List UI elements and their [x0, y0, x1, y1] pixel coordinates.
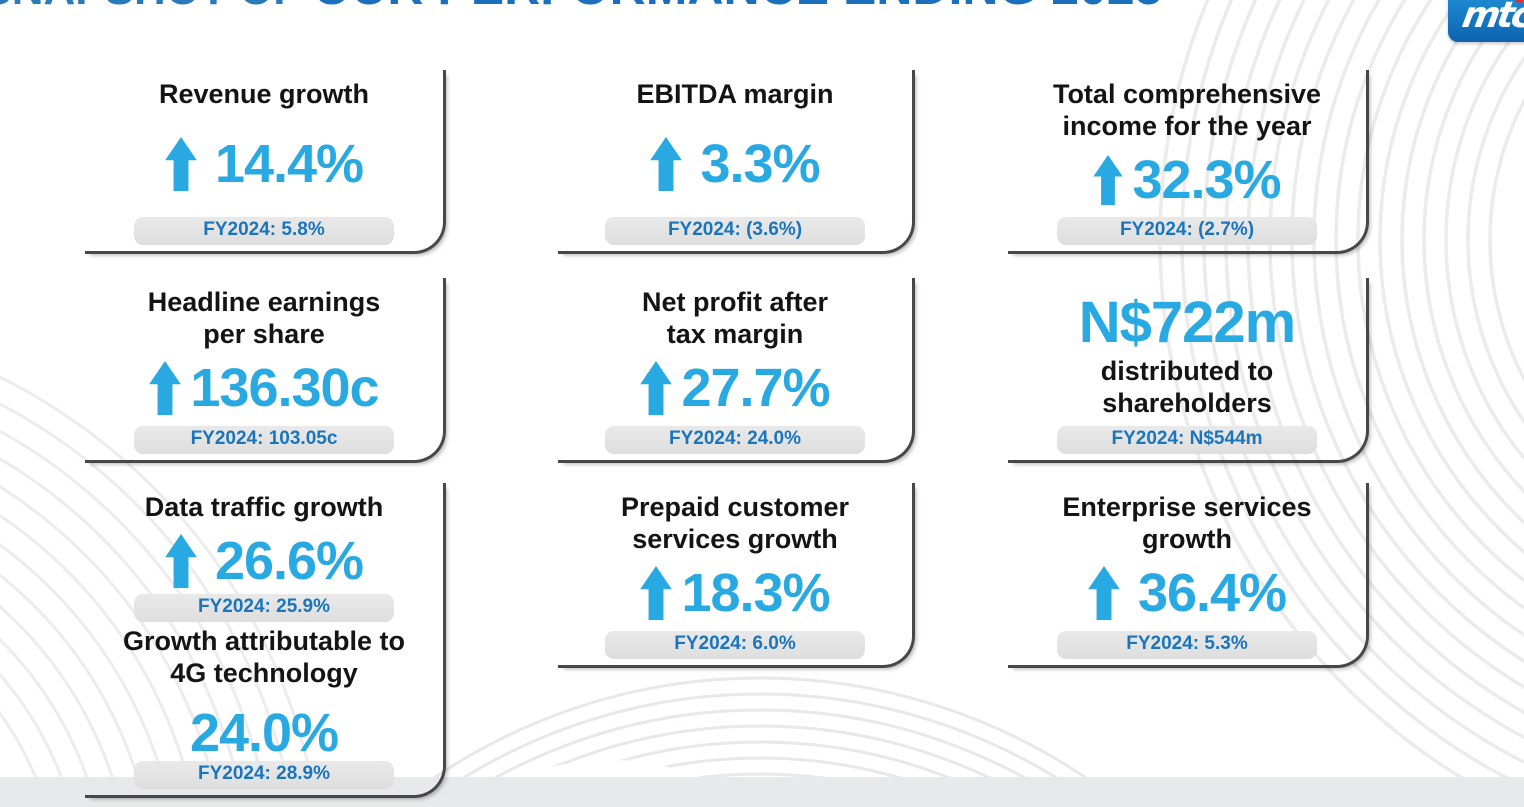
- up-arrow-icon: [650, 136, 683, 191]
- metric-value: 36.4%: [1137, 563, 1287, 624]
- card-enterprise-services-growth: Enterprise services growth 36.4% FY2024:…: [1008, 483, 1369, 668]
- prior-year-pill: FY2024: 24.0%: [605, 426, 865, 454]
- secondary-prior-year-pill: FY2024: 28.9%: [134, 761, 394, 789]
- metric-row: 18.3%: [640, 556, 831, 631]
- up-arrow-icon: [165, 136, 197, 191]
- card-title: Total comprehensive income for the year: [1052, 79, 1322, 141]
- prior-year-pill: FY2024: (2.7%): [1057, 217, 1317, 245]
- prior-year-pill: FY2024: 25.9%: [134, 593, 394, 622]
- up-arrow-icon: [640, 361, 673, 416]
- card-title: distributed to shareholders: [1100, 356, 1274, 418]
- prior-year-pill: FY2024: (3.6%): [605, 217, 865, 245]
- card-title: Enterprise services growth: [1062, 492, 1312, 554]
- up-arrow-icon: [1088, 566, 1120, 621]
- card-prepaid-customer-services-growth: Prepaid customer services growth 18.3% F…: [558, 483, 915, 668]
- metric-row: 27.7%: [640, 351, 831, 426]
- metric-value: 136.30c: [190, 358, 379, 419]
- mtc-logo-text: mtc: [1459, 0, 1524, 36]
- slide-title: A SNAPSHOT OF OUR PERFORMANCE ENDING 202…: [0, 0, 1163, 12]
- up-arrow-icon: [149, 361, 182, 416]
- mtc-logo-red-dot: [1515, 0, 1524, 3]
- secondary-metric-value: 24.0%: [189, 702, 339, 763]
- metric-row: 32.3%: [1093, 143, 1282, 217]
- card-data-traffic-growth: Data traffic growth 26.6% FY2024: 25.9% …: [85, 483, 446, 798]
- metric-value: 14.4%: [214, 133, 364, 194]
- metric-value: N$722m: [1078, 290, 1296, 355]
- metric-value: 26.6%: [214, 530, 364, 591]
- prior-year-pill: FY2024: 6.0%: [605, 631, 865, 659]
- card-title: EBITDA margin: [636, 79, 834, 109]
- card-total-comprehensive-income: Total comprehensive income for the year …: [1008, 70, 1369, 254]
- metric-row: 14.4%: [165, 111, 364, 217]
- metric-row: 36.4%: [1088, 556, 1287, 631]
- card-revenue-growth: Revenue growth 14.4% FY2024: 5.8%: [85, 70, 446, 254]
- metric-row: 3.3%: [650, 111, 821, 217]
- slide-title-main: OUR PERFORMANCE ENDING 2025: [312, 0, 1162, 15]
- metric-value: 18.3%: [681, 563, 830, 624]
- metric-value: 27.7%: [681, 358, 830, 419]
- up-arrow-icon: [1093, 154, 1124, 205]
- card-title: Prepaid customer services growth: [620, 492, 850, 554]
- card-ebitda-margin: EBITDA margin 3.3% FY2024: (3.6%): [558, 70, 915, 254]
- slide-title-prefix: A SNAPSHOT OF: [0, 0, 312, 14]
- card-title: Headline earnings per share: [147, 287, 381, 349]
- card-title: Net profit after tax margin: [641, 287, 828, 349]
- card-headline-earnings-per-share: Headline earnings per share 136.30c FY20…: [85, 278, 446, 463]
- metric-row: 26.6%: [165, 528, 364, 594]
- up-arrow-icon: [165, 533, 197, 588]
- card-title: Data traffic growth: [144, 492, 384, 522]
- metric-value: 32.3%: [1132, 149, 1281, 210]
- prior-year-pill: FY2024: 103.05c: [134, 426, 394, 454]
- prior-year-pill: FY2024: 5.3%: [1057, 631, 1317, 659]
- mtc-logo: mtc: [1448, 0, 1524, 42]
- card-title: Revenue growth: [158, 79, 370, 109]
- metric-value: 3.3%: [700, 133, 820, 194]
- prior-year-pill: FY2024: 5.8%: [134, 217, 394, 245]
- up-arrow-icon: [640, 566, 673, 621]
- secondary-metric-title: Growth attributable to 4G technology: [123, 625, 405, 688]
- prior-year-pill: FY2024: N$544m: [1057, 426, 1317, 454]
- card-net-profit-after-tax-margin: Net profit after tax margin 27.7% FY2024…: [558, 278, 915, 463]
- metric-row: 136.30c: [149, 351, 380, 426]
- card-shareholder-distribution: N$722m distributed to shareholders FY202…: [1008, 278, 1369, 463]
